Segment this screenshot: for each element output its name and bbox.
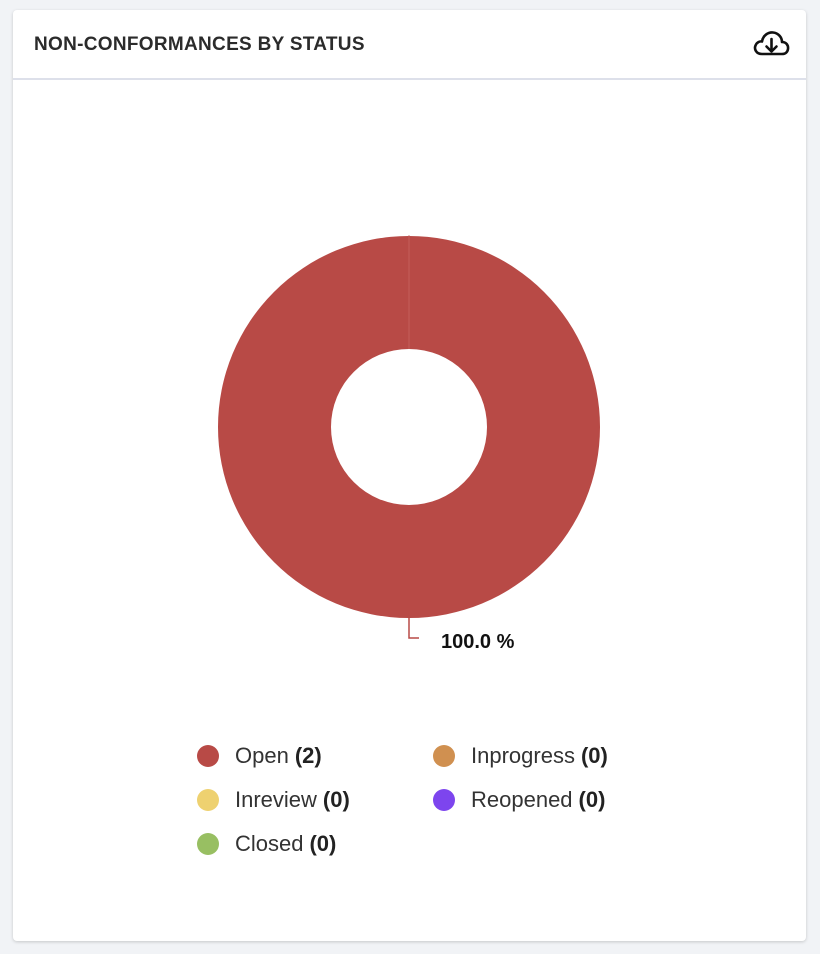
legend-item-inprogress[interactable]: Inprogress (0) <box>433 742 667 770</box>
legend-label-text: Reopened <box>471 787 573 812</box>
legend-label-text: Closed <box>235 831 304 856</box>
legend-count: (2) <box>294 743 322 768</box>
legend-label: Reopened (0) <box>471 787 605 813</box>
download-button[interactable] <box>752 28 790 62</box>
non-conformances-card: NON-CONFORMANCES BY STATUS 100.0 % Open(… <box>13 10 806 941</box>
data-label-connector <box>408 618 419 639</box>
legend-label-text: Open <box>235 743 289 768</box>
legend-label: Inprogress (0) <box>471 743 608 769</box>
legend-dot-inreview <box>197 789 219 811</box>
legend-count: (0) <box>309 831 337 856</box>
legend-count: (0) <box>322 787 350 812</box>
chart-legend: Open (2) Inprogress (0) Inreview (0) Reopened(… <box>197 742 667 858</box>
legend-label: Open (2) <box>235 743 322 769</box>
legend-dot-closed <box>197 833 219 855</box>
card-header: NON-CONFORMANCES BY STATUS <box>13 10 806 80</box>
donut-chart: 100.0 % <box>13 82 806 682</box>
cloud-download-icon <box>753 31 790 56</box>
legend-dot-inprogress <box>433 745 455 767</box>
legend-label: Inreview (0) <box>235 787 350 813</box>
legend-count: (0) <box>580 743 608 768</box>
legend-dot-reopened <box>433 789 455 811</box>
legend-dot-open <box>197 745 219 767</box>
legend-label-text: Inprogress <box>471 743 575 768</box>
legend-item-closed[interactable]: Closed (0) <box>197 830 433 858</box>
data-label-open: 100.0 % <box>441 631 515 653</box>
donut-chart-svg: 100.0 % <box>218 235 600 653</box>
legend-count: (0) <box>578 787 606 812</box>
legend-label-text: Inreview <box>235 787 317 812</box>
legend-item-open[interactable]: Open (2) <box>197 742 433 770</box>
legend-label: Closed (0) <box>235 831 336 857</box>
card-title: NON-CONFORMANCES BY STATUS <box>34 34 365 55</box>
pie-slice-open[interactable] <box>218 236 600 618</box>
legend-item-inreview[interactable]: Inreview (0) <box>197 786 433 814</box>
legend-item-reopened[interactable]: Reopened (0) <box>433 786 667 814</box>
